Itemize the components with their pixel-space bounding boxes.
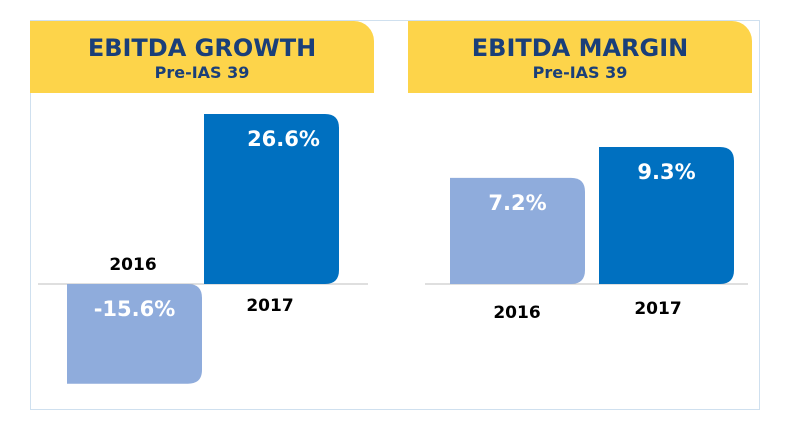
data-label: 9.3%	[637, 160, 695, 184]
chart-header-margin: EBITDA MARGIN Pre-IAS 39	[408, 21, 752, 93]
bar-2017	[599, 147, 734, 284]
data-label: -15.6%	[94, 297, 176, 321]
x-tick-label: 2016	[493, 303, 540, 323]
chart-title: EBITDA MARGIN	[471, 34, 689, 62]
data-label: 26.6%	[247, 127, 320, 151]
data-label: 7.2%	[488, 191, 546, 215]
chart-frame	[30, 20, 760, 410]
bar-2016	[67, 284, 202, 384]
chart-header-growth: EBITDA GROWTH Pre-IAS 39	[30, 21, 374, 93]
x-tick-label: 2016	[109, 255, 156, 275]
chart-title: EBITDA GROWTH	[87, 34, 317, 62]
x-tick-label: 2017	[246, 296, 293, 316]
chart-subtitle: Pre-IAS 39	[154, 63, 250, 82]
x-tick-label: 2017	[634, 299, 681, 319]
bar-2016	[450, 177, 585, 284]
chart-subtitle: Pre-IAS 39	[532, 63, 628, 82]
bar-2017	[204, 114, 339, 284]
